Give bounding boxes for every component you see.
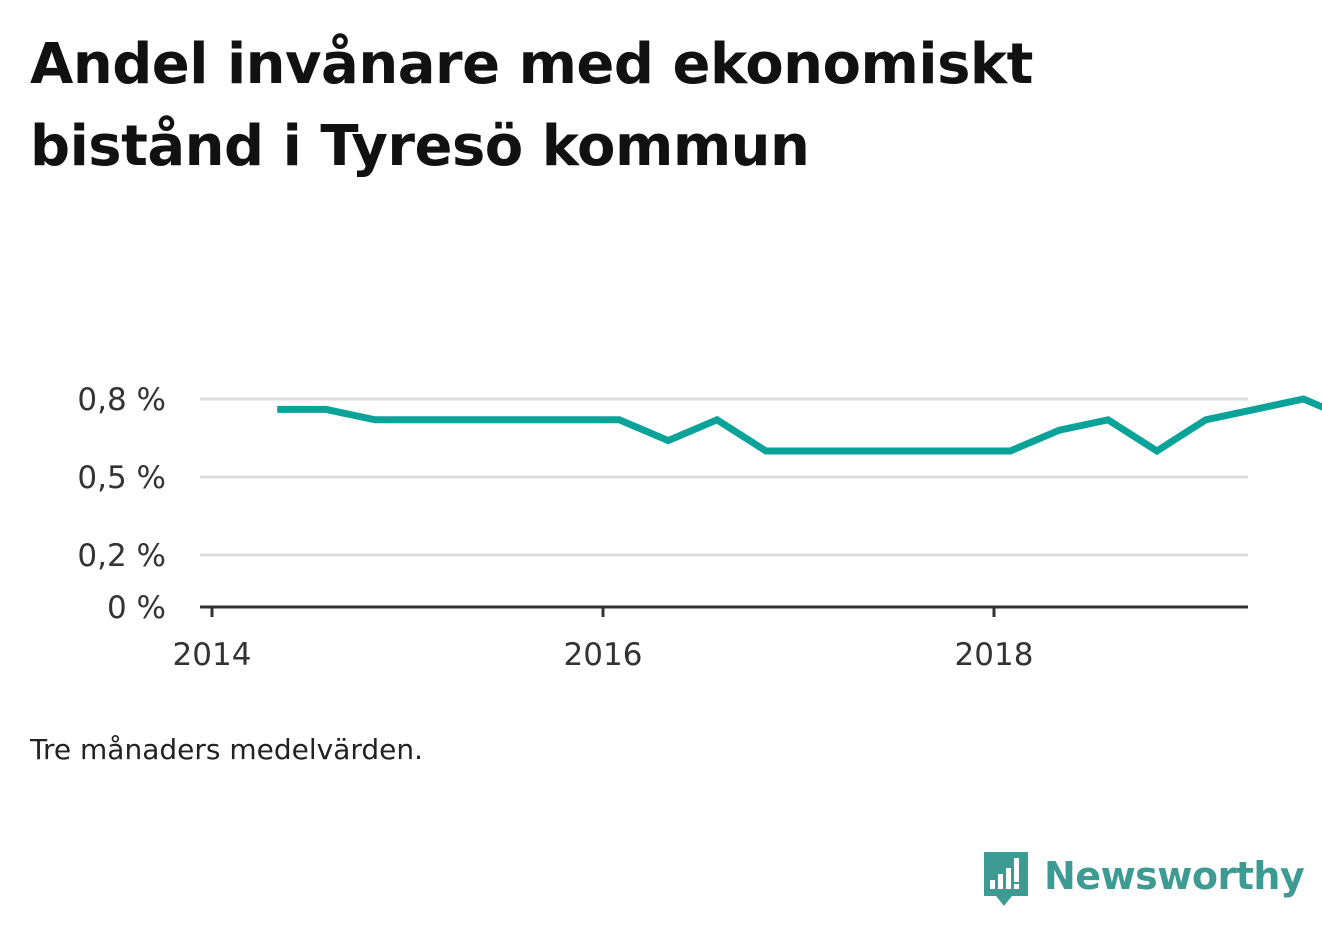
data-series (277, 395, 1322, 456)
newsworthy-logo-icon (984, 852, 1028, 906)
series-line (277, 395, 1322, 456)
y-gridlines (200, 397, 1248, 557)
y-tick-labels: 0 % 0,2 % 0,5 % 0,8 % (77, 382, 166, 626)
x-axis: 201420162018202020222024 (173, 605, 1248, 673)
chart-note: Tre månaders medelvärden. (30, 733, 424, 766)
x-tick-label: 2018 (955, 637, 1034, 673)
brand: Newsworthy (980, 848, 1305, 910)
x-tick-label: 2016 (564, 637, 643, 673)
x-tick-label: 2014 (173, 637, 252, 673)
brand-name: Newsworthy (1044, 854, 1305, 898)
y-tick-label: 0,8 % (77, 382, 166, 418)
line-chart: 0 %0,2 %0,5 %0,8 % 201420162018202020222… (77, 382, 1322, 673)
y-tick-label: 0,5 % (77, 460, 166, 496)
y-tick-label: 0 % (107, 590, 166, 626)
y-tick-label: 0,2 % (77, 538, 166, 574)
chart-title: Andel invånare med ekonomiskt bistånd i … (30, 32, 1033, 179)
